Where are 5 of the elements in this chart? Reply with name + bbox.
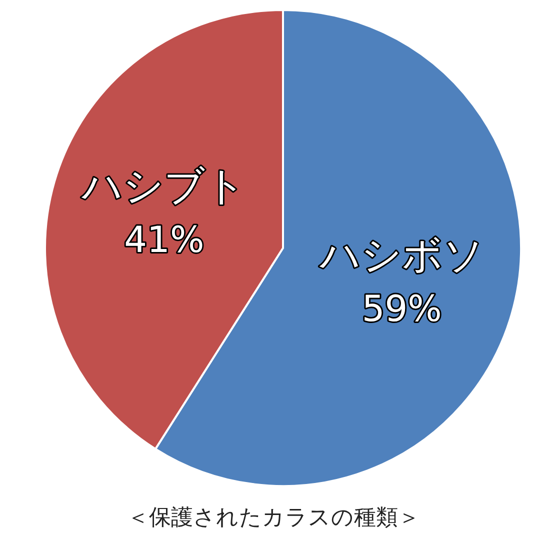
slice-label: ハシブト [81, 163, 246, 210]
data-label: 41% [124, 220, 204, 261]
data-label: 59% [362, 289, 442, 330]
slice-label: ハシボソ [318, 232, 484, 279]
text: ＜保護されたカラスの種類＞ [127, 506, 420, 530]
